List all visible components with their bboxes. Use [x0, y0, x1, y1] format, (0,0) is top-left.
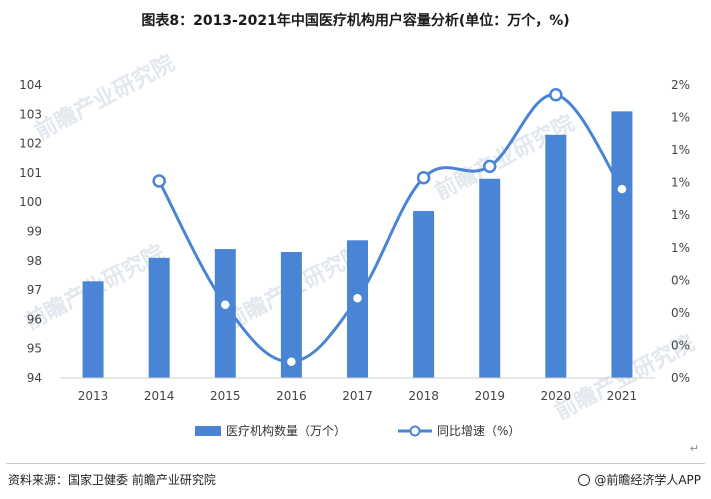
legend-line-label: 同比增速（%）: [437, 424, 520, 438]
left-tick-label: 102: [19, 137, 42, 151]
x-tick-label: 2014: [144, 389, 175, 403]
x-tick-label: 2020: [541, 389, 572, 403]
right-tick-label: 1%: [671, 111, 690, 125]
line-series: [152, 88, 629, 369]
left-tick-label: 101: [19, 166, 42, 180]
legend-bar-label: 医疗机构数量（万个）: [226, 423, 346, 438]
growth-point-2017: [350, 291, 365, 305]
right-tick-label: 0%: [671, 338, 690, 352]
right-tick-label: 1%: [671, 241, 690, 255]
bar-2016: [280, 252, 302, 378]
x-tick-label: 2013: [78, 389, 109, 403]
bar-2014: [148, 257, 170, 378]
growth-point-2019: [482, 159, 497, 174]
bar-2017: [347, 240, 368, 378]
brand-credit: @前瞻经济学人APP: [578, 471, 701, 488]
bar-2021: [611, 111, 633, 379]
right-tick-label: 1%: [671, 176, 690, 190]
legend-bar-swatch: [195, 426, 221, 436]
x-tick-label: 2021: [607, 389, 638, 403]
left-tick-label: 100: [19, 195, 42, 209]
x-tick-label: 2016: [276, 389, 307, 403]
return-mark: ↵: [689, 442, 699, 455]
left-tick-label: 98: [27, 254, 42, 268]
bar-series: [82, 111, 633, 379]
source-note: 资料来源：国家卫健委 前瞻产业研究院: [8, 473, 216, 487]
bar-2015: [214, 249, 236, 378]
growth-point-2015: [218, 298, 233, 312]
growth-point-2014: [152, 174, 166, 188]
chart-title: 图表8：2013-2021年中国医疗机构用户容量分析(单位：万个，%): [141, 13, 570, 29]
right-tick-label: 2%: [671, 78, 690, 92]
right-tick-label: 1%: [671, 208, 690, 222]
x-tick-label: 2018: [408, 389, 439, 403]
bar-2018: [413, 210, 435, 378]
footer-divider: [6, 463, 705, 464]
left-tick-label: 95: [27, 342, 42, 356]
legend: 医疗机构数量（万个） 同比增速（%）: [195, 423, 520, 438]
left-tick-label: 96: [27, 312, 42, 326]
legend-line-marker: [409, 425, 421, 437]
brand-label: @前瞻经济学人APP: [594, 473, 701, 487]
x-tick-label: 2015: [210, 389, 241, 403]
right-tick-label: 0%: [671, 371, 690, 385]
right-tick-label: 0%: [671, 306, 690, 320]
growth-point-2020: [549, 88, 563, 102]
left-axis-ticks: 94 95 96 97 98 99 100 101 102 103 104: [19, 78, 42, 385]
brand-logo-icon: [578, 473, 591, 486]
left-tick-label: 94: [27, 371, 42, 385]
bar-2020: [545, 134, 567, 378]
left-tick-label: 99: [27, 225, 42, 239]
right-tick-label: 1%: [671, 143, 690, 157]
bar-2019: [479, 178, 501, 378]
watermark-text: 前瞻产业研究院: [31, 50, 179, 145]
growth-point-2016: [284, 354, 299, 369]
x-tick-label: 2019: [474, 389, 505, 403]
left-tick-label: 104: [19, 78, 42, 92]
bar-2013: [82, 281, 104, 378]
x-axis: 2013 2014 2015 2016 2017 2018 2019 2020 2021: [60, 377, 655, 403]
left-tick-label: 97: [27, 283, 42, 297]
growth-point-2018: [416, 171, 431, 185]
growth-point-2021: [615, 182, 629, 196]
right-axis-ticks: 0% 0% 0% 0% 1% 1% 1% 1% 1% 2%: [671, 78, 690, 385]
right-tick-label: 0%: [671, 273, 690, 287]
x-tick-label: 2017: [342, 389, 373, 403]
left-tick-label: 103: [19, 107, 42, 121]
